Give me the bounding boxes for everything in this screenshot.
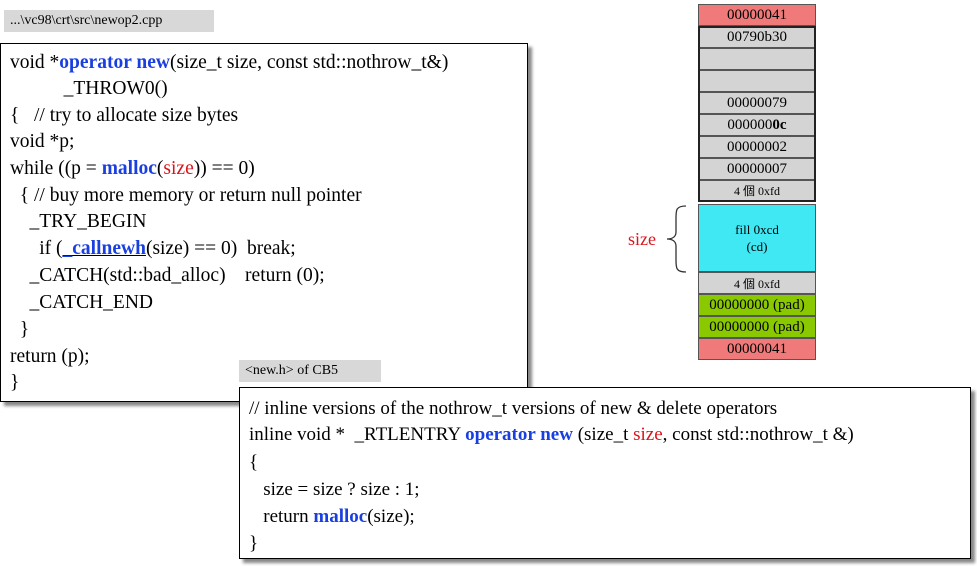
- keyword-callnewh: _callnewh: [62, 238, 146, 259]
- code-line-13: }: [10, 372, 20, 393]
- mem-cell-line: 00000079: [698, 92, 816, 114]
- code-line-3: {: [249, 452, 259, 473]
- code-line-1: void *operator new(size_t size, const st…: [10, 50, 448, 76]
- size-argument: size: [163, 158, 194, 179]
- code-line-5: while ((p = malloc(size)) == 0): [10, 156, 255, 182]
- code-line-4: size = size ? size : 1;: [249, 479, 420, 500]
- mem-cell-pad: 00000000 (pad): [698, 316, 816, 338]
- code-text: (size) == 0) break;: [145, 238, 296, 259]
- code-text: (size);: [367, 506, 415, 527]
- mem-cell-header: 00000041: [698, 4, 816, 26]
- mem-cell-empty: [698, 70, 816, 92]
- keyword-malloc: malloc: [101, 158, 157, 179]
- new-h-code-box: // inline versions of the nothrow_t vers…: [239, 387, 971, 559]
- code-text: while ((p =: [10, 158, 102, 179]
- mem-cell-next-ptr: 00790b30: [698, 26, 816, 48]
- code-line-3: { // try to allocate size bytes: [10, 105, 239, 126]
- size-label: size: [628, 229, 656, 249]
- mem-cell-footer: 00000041: [698, 338, 816, 360]
- code-line-4: void *p;: [10, 131, 75, 152]
- code-line-2: _THROW0(): [10, 78, 168, 99]
- mem-cell-pad: 00000000 (pad): [698, 294, 816, 316]
- brace-icon: [666, 205, 687, 273]
- keyword-operator-new: operator new: [465, 424, 573, 445]
- code-line-8: if (_callnewh(size) == 0) break;: [10, 236, 296, 262]
- cell-text: 000000: [727, 116, 773, 133]
- mem-cell-guard-back: 4 個 0xfd: [698, 272, 816, 294]
- code-text: if (: [10, 238, 63, 259]
- code-line-6: { // buy more memory or return null poin…: [10, 185, 362, 206]
- code-text: return: [249, 506, 314, 527]
- mem-cell-guard-front: 4 個 0xfd: [698, 180, 816, 202]
- mem-cell-type: 00000002: [698, 136, 816, 158]
- code-text: , const std::nothrow_t &): [662, 424, 854, 445]
- code-line-10: _CATCH_END: [10, 292, 154, 313]
- code-line-7: _TRY_BEGIN: [10, 211, 147, 232]
- newop2-code-box: void *operator new(size_t size, const st…: [0, 43, 528, 402]
- keyword-malloc: malloc: [313, 506, 368, 527]
- size-argument: size: [633, 424, 663, 445]
- source-file-tag: ...\vc98\crt\src\newop2.cpp: [4, 10, 214, 32]
- code-line-5: return malloc(size);: [249, 504, 415, 530]
- header-file-tag: <new.h> of CB5: [239, 360, 381, 382]
- code-text: )) == 0): [193, 158, 255, 179]
- fill-label: fill 0xcd: [735, 222, 779, 237]
- code-line-9: _CATCH(std::bad_alloc) return (0);: [10, 265, 325, 286]
- cell-text-bold: 0c: [772, 116, 787, 133]
- mem-cell-fill: fill 0xcd (cd): [698, 204, 816, 272]
- code-text: inline void * _RTLENTRY: [249, 424, 466, 445]
- code-line-12: return (p);: [10, 346, 90, 367]
- code-line-11: }: [10, 319, 30, 340]
- code-text: (size_t size, const std::nothrow_t&): [169, 52, 449, 73]
- code-line-6: }: [249, 533, 259, 554]
- code-text: (size_t: [572, 424, 634, 445]
- code-line-2: inline void * _RTLENTRY operator new (si…: [249, 422, 854, 448]
- fill-value: (cd): [746, 239, 768, 254]
- mem-cell-empty: [698, 48, 816, 70]
- code-line-1: // inline versions of the nothrow_t vers…: [249, 398, 778, 419]
- mem-cell-request: 00000007: [698, 158, 816, 180]
- keyword-operator-new: operator new: [59, 52, 170, 73]
- code-text: (: [156, 158, 164, 179]
- code-text: void *: [10, 52, 60, 73]
- mem-cell-size: 000000 0c: [698, 114, 816, 136]
